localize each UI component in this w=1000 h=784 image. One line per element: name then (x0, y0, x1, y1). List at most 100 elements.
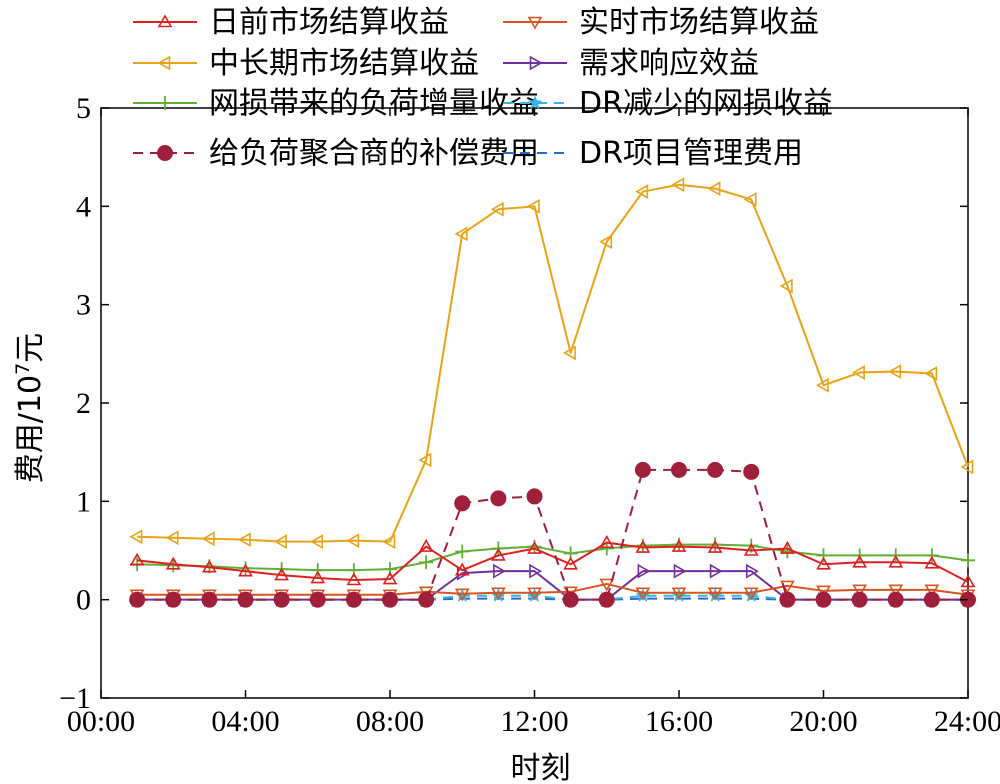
y-tick-label: 4 (76, 190, 91, 223)
data-point (237, 591, 254, 608)
data-point (454, 562, 470, 576)
data-point (238, 561, 253, 576)
data-point (673, 563, 687, 579)
data-point (527, 587, 542, 601)
data-point (745, 563, 759, 579)
data-point (562, 591, 579, 608)
data-point (526, 198, 540, 214)
data-point (779, 591, 796, 608)
series-line (137, 541, 969, 583)
legend-marker (157, 55, 171, 71)
data-point (493, 563, 506, 579)
data-point (490, 490, 507, 507)
data-point (707, 539, 723, 553)
data-point (924, 548, 939, 563)
data-point (961, 553, 975, 568)
x-tick-label: 16:00 (645, 705, 713, 738)
data-point (454, 226, 468, 242)
x-tick-label: 00:00 (67, 705, 135, 738)
x-axis-title: 时刻 (511, 751, 571, 784)
legend-marker (158, 96, 172, 110)
series-6 (129, 461, 976, 608)
x-tick-label: 20:00 (789, 705, 857, 738)
data-point (851, 591, 868, 608)
y-tick-label: −1 (59, 682, 91, 715)
data-point (237, 532, 251, 548)
legend-entry: 给负荷聚合商的补偿费用 (133, 136, 539, 171)
y-axis-title: 费用/107元 (12, 333, 48, 483)
legend-marker (157, 145, 173, 161)
data-point (637, 563, 651, 579)
data-point (671, 538, 687, 552)
data-point (707, 587, 723, 601)
data-point (671, 587, 687, 601)
data-point (888, 584, 904, 598)
legend-entry: DR项目管理费用 (503, 136, 803, 171)
data-point (273, 591, 290, 608)
data-point (165, 530, 179, 546)
data-point (310, 534, 324, 550)
data-point (888, 554, 904, 568)
y-tick-label: 5 (76, 92, 91, 125)
legend-marker (527, 16, 543, 30)
data-point (635, 587, 651, 601)
legend-marker (157, 14, 173, 28)
legend-entry: 实时市场结算收益 (503, 5, 819, 40)
data-point (129, 552, 145, 566)
data-point (490, 547, 506, 561)
data-point (599, 578, 615, 592)
data-point (454, 588, 470, 602)
legend-entry: DR减少的网损收益 (503, 86, 833, 121)
axes-layer: 00:00 04:00 08:00 12:00 16:00 20:00 24:00 −1 0 1 2… (12, 92, 1000, 784)
data-point (274, 534, 287, 550)
data-point (455, 544, 470, 559)
data-point (709, 563, 723, 579)
data-point (779, 540, 795, 554)
data-point (634, 461, 651, 478)
data-point (743, 463, 760, 480)
data-point (490, 201, 504, 217)
data-point (960, 459, 974, 475)
data-point (274, 567, 290, 581)
data-point (419, 555, 434, 570)
x-tick-label: 08:00 (356, 705, 424, 738)
data-point (238, 563, 253, 577)
data-point (599, 541, 614, 556)
data-point (743, 542, 759, 556)
data-point (816, 548, 831, 563)
data-point (743, 192, 757, 207)
plot-area (100, 107, 969, 699)
data-point (888, 364, 902, 379)
legend-label: 中长期市场结算收益 (209, 46, 479, 81)
data-point (635, 184, 649, 199)
data-point (129, 591, 146, 608)
data-point (346, 533, 360, 549)
data-point (129, 529, 143, 545)
x-tick-label: 04:00 (211, 705, 279, 738)
data-point (923, 591, 940, 608)
y-tick-label: 1 (76, 485, 91, 518)
data-point (529, 563, 543, 579)
data-point (671, 177, 685, 193)
data-point (201, 559, 217, 573)
data-point (201, 531, 215, 547)
data-point (635, 539, 651, 553)
data-point (671, 461, 687, 478)
data-point (707, 181, 721, 197)
series-2 (129, 177, 974, 550)
data-point (924, 555, 940, 569)
legend-entry: 网损带来的负荷增量收益 (133, 86, 539, 121)
y-tick-label: 3 (76, 289, 91, 322)
legend-label: 实时市场结算收益 (579, 5, 819, 40)
y-tick-label: 0 (76, 584, 91, 617)
data-point (309, 591, 326, 608)
data-point (382, 591, 398, 608)
data-point (887, 591, 904, 608)
x-tick-label: 24:00 (934, 705, 1000, 738)
data-point (816, 585, 831, 599)
data-point (563, 345, 576, 361)
data-point (743, 587, 759, 601)
legend-label: 给负荷聚合商的补偿费用 (209, 136, 539, 171)
